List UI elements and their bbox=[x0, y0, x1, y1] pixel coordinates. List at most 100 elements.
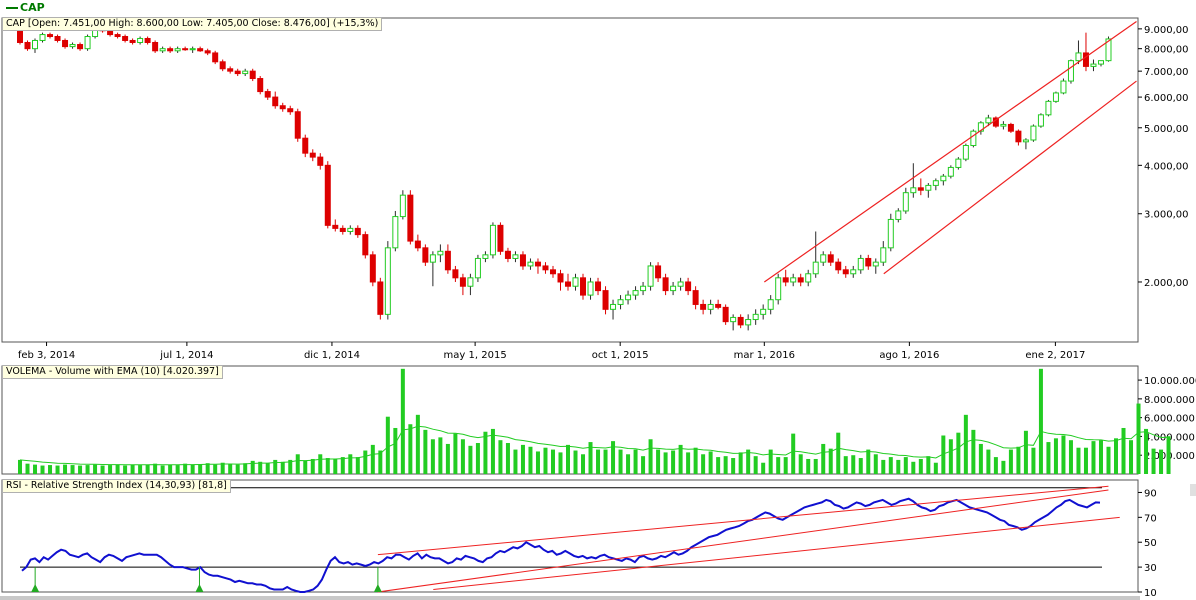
time-tick-label: may 1, 2015 bbox=[444, 350, 507, 361]
candle-body bbox=[519, 254, 526, 267]
volume-bar bbox=[1001, 460, 1006, 474]
volume-bar bbox=[108, 465, 113, 474]
volume-bar bbox=[1121, 427, 1126, 474]
symbol-tab[interactable]: CAP bbox=[2, 1, 49, 15]
candle-body bbox=[782, 277, 789, 283]
candle-body bbox=[940, 175, 947, 182]
volume-bar bbox=[881, 459, 886, 474]
candle-body bbox=[760, 308, 767, 315]
candle-body bbox=[32, 39, 39, 50]
candle-body bbox=[970, 130, 977, 147]
volume-bar bbox=[986, 449, 991, 474]
rsi-tick-label: 10 bbox=[1144, 588, 1157, 596]
volume-bar bbox=[408, 424, 413, 474]
candle-body bbox=[324, 164, 331, 226]
volume-bar bbox=[1136, 403, 1141, 474]
candle-body bbox=[850, 269, 857, 275]
candle-body bbox=[1097, 60, 1104, 65]
candle-body bbox=[955, 158, 962, 168]
volume-tick-label: 10.000.000 bbox=[1144, 376, 1196, 387]
candle-body bbox=[595, 281, 602, 292]
candle-body bbox=[219, 61, 226, 70]
candle-body bbox=[159, 48, 166, 52]
candle-body bbox=[925, 184, 932, 191]
volume-bar bbox=[205, 463, 210, 474]
rsi-trend-line bbox=[377, 485, 1109, 556]
candle-body bbox=[805, 273, 812, 283]
candle-body bbox=[1022, 139, 1029, 143]
candle-body bbox=[459, 277, 466, 287]
rsi-pane[interactable]: 90 70 50 30 10 RSI - Relative Strength Index… bbox=[0, 478, 1196, 599]
volume-bar bbox=[573, 450, 578, 474]
candle-body bbox=[707, 303, 714, 310]
volume-bar bbox=[265, 463, 270, 474]
volume-bar bbox=[370, 444, 375, 474]
volume-bar bbox=[453, 433, 458, 474]
candle-body bbox=[407, 194, 414, 242]
candle-body bbox=[422, 247, 429, 263]
price-tick-label: 8.000,00 bbox=[1144, 45, 1189, 56]
volume-bar bbox=[663, 452, 668, 474]
volume-bar bbox=[235, 464, 240, 474]
candle-body bbox=[339, 227, 346, 232]
candle-body bbox=[1060, 80, 1067, 94]
volume-bar bbox=[145, 464, 150, 474]
candle-body bbox=[812, 261, 819, 275]
volume-bar bbox=[55, 465, 60, 474]
candle-body bbox=[234, 70, 241, 75]
candle-body bbox=[835, 261, 842, 271]
candle-body bbox=[362, 234, 369, 256]
time-tick-label: dic 1, 2014 bbox=[304, 350, 360, 361]
pane-resize-handle[interactable] bbox=[1190, 484, 1196, 496]
candle-body bbox=[1045, 100, 1052, 116]
volume-bar bbox=[1106, 446, 1111, 474]
volume-bar bbox=[1166, 436, 1171, 474]
volume-bar bbox=[528, 446, 533, 474]
volume-bar bbox=[438, 437, 443, 474]
volume-bar bbox=[648, 439, 653, 474]
volume-bar bbox=[190, 464, 195, 474]
volume-bar bbox=[63, 464, 68, 474]
volume-bar bbox=[1031, 447, 1036, 474]
price-chart[interactable]: 9.000,00 8.000,00 7.000,00 6.000,00 5.000,00… bbox=[0, 16, 1196, 364]
price-trend-line bbox=[763, 21, 1137, 283]
volume-bar bbox=[1046, 442, 1051, 474]
volume-bar bbox=[806, 458, 811, 474]
volume-bar bbox=[828, 448, 833, 474]
volume-bar bbox=[78, 465, 83, 474]
volume-bar bbox=[596, 449, 601, 474]
volume-bar bbox=[896, 459, 901, 474]
candle-body bbox=[1000, 123, 1007, 127]
candle-body bbox=[62, 39, 69, 48]
volume-bar bbox=[1151, 448, 1156, 474]
candle-body bbox=[444, 250, 451, 271]
candle-body bbox=[842, 269, 849, 275]
volume-bar bbox=[93, 464, 98, 474]
volume-bar bbox=[33, 464, 38, 474]
candle-body bbox=[77, 44, 84, 50]
candle-body bbox=[947, 166, 954, 177]
volume-chart[interactable]: 10.000.0008.000.0006.000.0004.000.0002.0… bbox=[0, 364, 1196, 478]
volume-bar bbox=[798, 454, 803, 474]
price-pane[interactable]: 9.000,00 8.000,00 7.000,00 6.000,00 5.000,00… bbox=[0, 16, 1196, 364]
volume-bar bbox=[581, 454, 586, 474]
volume-bar bbox=[678, 444, 683, 474]
volume-bar bbox=[115, 464, 120, 474]
candle-body bbox=[384, 247, 391, 315]
volume-bar bbox=[926, 456, 931, 474]
rsi-chart[interactable]: 90 70 50 30 10 bbox=[0, 478, 1196, 599]
candle-body bbox=[467, 277, 474, 287]
candle-body bbox=[452, 269, 459, 279]
volume-bar bbox=[468, 445, 473, 474]
candle-body bbox=[182, 48, 189, 51]
candle-body bbox=[1067, 60, 1074, 82]
volume-bar bbox=[355, 457, 360, 474]
candle-body bbox=[137, 37, 144, 43]
price-plot-frame bbox=[1, 17, 1139, 343]
volume-bar bbox=[175, 465, 180, 474]
volume-bar bbox=[513, 449, 518, 474]
horizontal-scrollbar[interactable] bbox=[0, 596, 1140, 600]
volume-bar bbox=[250, 460, 255, 474]
volume-pane[interactable]: 10.000.0008.000.0006.000.0004.000.0002.0… bbox=[0, 364, 1196, 478]
volume-bar bbox=[460, 439, 465, 474]
